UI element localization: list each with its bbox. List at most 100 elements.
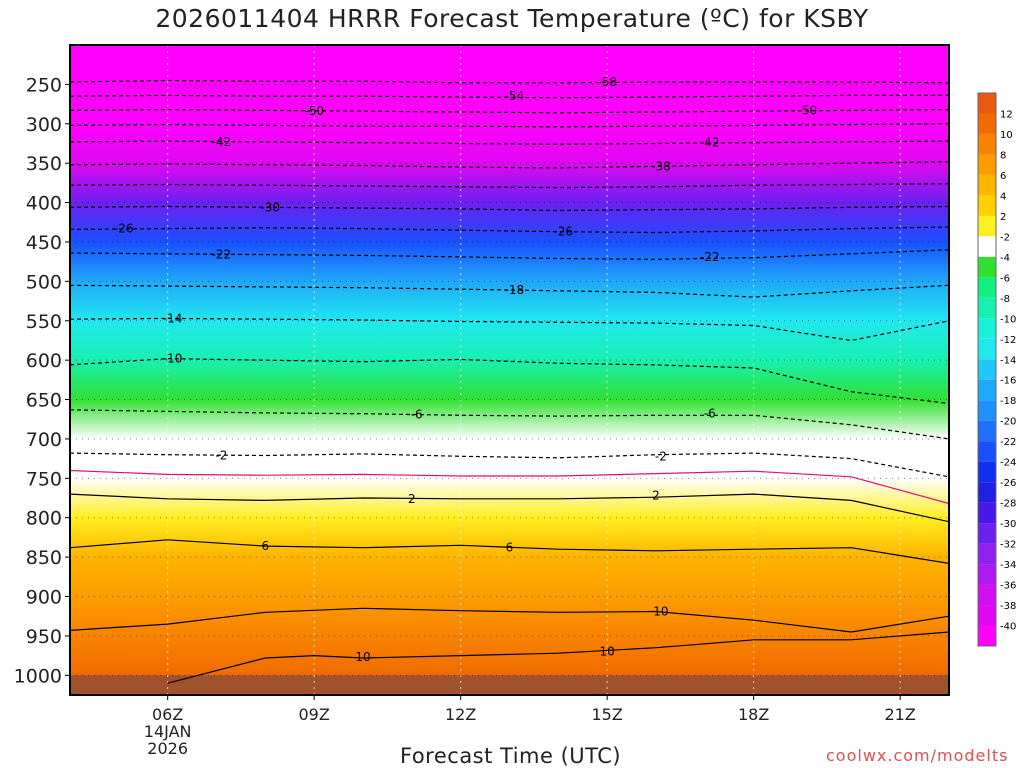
contour-label: -6	[704, 407, 716, 421]
colorbar-box	[978, 564, 996, 585]
contour-label: -30	[260, 200, 280, 214]
colorbar-box	[978, 625, 996, 646]
x-tick-label: 12Z	[445, 705, 476, 724]
contour-label: -42	[212, 135, 232, 149]
y-tick-label: 600	[26, 350, 62, 372]
x-tick-label: 06Z	[152, 705, 183, 724]
colorbar-label: 4	[1000, 191, 1006, 202]
contour-label: 10	[355, 650, 370, 664]
colorbar-box	[978, 277, 996, 298]
colorbar-label: -36	[1000, 581, 1016, 592]
contour-label: -2	[655, 449, 667, 463]
colorbar-frame	[977, 92, 997, 647]
y-tick-label: 250	[26, 74, 62, 96]
colorbar-box	[978, 379, 996, 401]
colorbar-box	[978, 236, 996, 257]
colorbar-box	[978, 195, 996, 216]
colorbar-box	[978, 605, 996, 626]
contour-line	[70, 539, 949, 564]
contour-label: -26	[114, 222, 134, 236]
colorbar-box	[978, 133, 996, 155]
colorbar-label: -40	[1000, 622, 1016, 633]
colorbar-box	[978, 256, 996, 278]
x-date-sublabel: 14JAN	[144, 722, 192, 741]
colorbar-label: -4	[1000, 253, 1010, 264]
contour-label: 2	[652, 489, 660, 503]
y-tick-label: 450	[26, 232, 62, 254]
colorbar-label: 6	[1000, 171, 1006, 182]
colorbar-box	[978, 441, 996, 462]
contour-label: -50	[304, 104, 324, 118]
contour-label: -14	[163, 311, 183, 325]
y-tick-label: 850	[26, 547, 62, 569]
contour-line	[70, 469, 949, 505]
contour-line	[70, 493, 949, 523]
y-tick-label: 950	[26, 626, 62, 648]
colorbar-box	[978, 154, 996, 175]
y-tick-label: 650	[26, 390, 62, 412]
colorbar-label: 10	[1000, 130, 1013, 141]
colorbar-label: -30	[1000, 519, 1016, 530]
y-tick-label: 550	[26, 311, 62, 333]
contour-line	[70, 607, 949, 633]
colorbar-box	[978, 400, 996, 421]
contour-label: -2	[215, 448, 227, 462]
x-tick-label: 09Z	[299, 705, 330, 724]
colorbar-label: -34	[1000, 560, 1016, 571]
contour-label: -42	[700, 136, 720, 150]
axes: 250 300 350 400 450 500 550 600 650 700 750 800 850 9…	[14, 74, 916, 758]
credit-link[interactable]: coolwx.com/modelts	[826, 746, 1009, 765]
contour-label: -18	[505, 283, 525, 297]
y-tick-label: 300	[26, 114, 62, 136]
contour-label: 6	[262, 539, 270, 553]
colorbar-box	[978, 215, 996, 237]
y-tick-label: 900	[26, 587, 62, 609]
contour-label: -58	[597, 75, 617, 89]
contour-label: -50	[798, 103, 818, 117]
colorbar-label: -20	[1000, 417, 1016, 428]
y-tick-label: 750	[26, 468, 62, 490]
temperature-field	[70, 45, 949, 695]
colorbar-label: -38	[1000, 601, 1016, 612]
colorbar-label: -24	[1000, 458, 1016, 469]
contour-label: 6	[506, 541, 514, 555]
y-tick-label: 500	[26, 271, 62, 293]
colorbar-box	[978, 113, 996, 134]
colorbar-box	[978, 359, 996, 380]
colorbar-box	[978, 523, 996, 544]
colorbar-label: -18	[1000, 396, 1016, 407]
colorbar-label: 2	[1000, 212, 1006, 223]
contour-label: -22	[700, 250, 720, 264]
contour-label: -38	[651, 159, 671, 173]
y-tick-label: 700	[26, 429, 62, 451]
colorbar-label: -32	[1000, 540, 1016, 551]
colorbar-label: 12	[1000, 109, 1013, 120]
colorbar-box	[978, 297, 996, 319]
colorbar-box	[978, 93, 996, 114]
colorbar-label: -12	[1000, 335, 1016, 346]
plot-frame	[69, 44, 950, 696]
contour-label: 10	[653, 604, 668, 618]
x-tick-label: 18Z	[738, 705, 769, 724]
y-tick-label: 350	[26, 153, 62, 175]
colorbar-label: -22	[1000, 437, 1016, 448]
colorbar-label: -6	[1000, 273, 1010, 284]
colorbar-box	[978, 584, 996, 606]
contour-label: -10	[163, 352, 183, 366]
plot-area: -62-62-58-54-50-50-42-42-38-30-26-26-22-…	[70, 45, 949, 695]
colorbar-label: -16	[1000, 376, 1016, 387]
contour-label: 2	[408, 492, 416, 506]
ground-strip	[70, 675, 949, 695]
colorbar-box	[978, 318, 996, 339]
colorbar-box	[978, 543, 996, 565]
chart-title: 2026011404 HRRR Forecast Temperature (ºC…	[155, 4, 869, 33]
y-tick-label: 400	[26, 193, 62, 215]
contour-line	[167, 631, 949, 684]
colorbar-box	[978, 502, 996, 524]
contour-label: -54	[505, 89, 525, 103]
y-tick-label: 800	[26, 508, 62, 530]
colorbar-label: 8	[1000, 150, 1006, 161]
contour-label: -6	[411, 408, 423, 422]
colorbar-label: -8	[1000, 294, 1010, 305]
